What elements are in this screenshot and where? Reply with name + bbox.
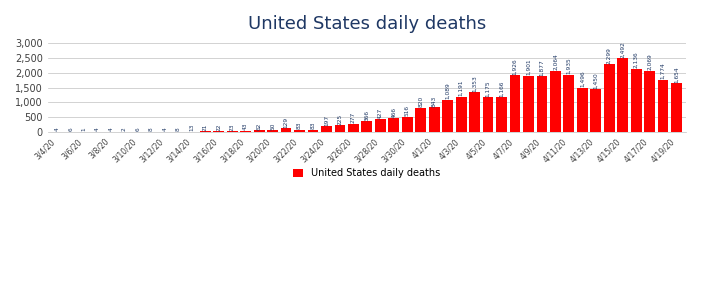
Text: 83: 83 [297, 122, 302, 129]
Bar [456, 97, 466, 132]
Text: 8: 8 [176, 128, 181, 131]
Bar [388, 118, 399, 132]
Text: 83: 83 [311, 122, 315, 129]
Text: 1,450: 1,450 [593, 72, 598, 89]
Bar [442, 100, 453, 132]
Text: 50: 50 [270, 122, 275, 130]
Bar [536, 76, 547, 132]
Bar [671, 83, 682, 132]
Bar [375, 119, 386, 132]
Text: 225: 225 [337, 113, 342, 125]
Text: 1,166: 1,166 [499, 81, 504, 97]
Text: 197: 197 [324, 115, 329, 126]
Bar [631, 69, 641, 132]
Text: 1,175: 1,175 [486, 80, 491, 97]
Text: 1,901: 1,901 [526, 59, 531, 75]
Text: 1: 1 [81, 128, 87, 132]
Bar [227, 131, 238, 132]
Text: 2,069: 2,069 [647, 54, 652, 70]
Bar [590, 89, 601, 132]
Text: 21: 21 [203, 124, 207, 131]
Text: 129: 129 [284, 117, 289, 128]
Bar [523, 76, 534, 132]
Text: 22: 22 [216, 123, 222, 131]
Text: 4: 4 [95, 128, 100, 131]
Text: 13: 13 [189, 124, 194, 131]
Text: 1,089: 1,089 [445, 83, 450, 99]
Text: 2,299: 2,299 [607, 47, 612, 64]
Bar [280, 128, 292, 132]
Bar [362, 121, 372, 132]
Text: 6: 6 [68, 128, 73, 131]
Text: 2,064: 2,064 [553, 54, 558, 71]
Bar [254, 130, 264, 132]
Text: 366: 366 [365, 110, 369, 121]
Text: 1,191: 1,191 [458, 80, 463, 96]
Text: 8: 8 [149, 128, 154, 131]
Bar [294, 130, 305, 132]
Bar [308, 130, 318, 132]
Title: United States daily deaths: United States daily deaths [247, 15, 486, 33]
Text: 277: 277 [351, 112, 356, 123]
Bar [240, 131, 251, 132]
Text: 1,926: 1,926 [512, 58, 517, 75]
Bar [402, 117, 413, 132]
Bar [604, 64, 615, 132]
Legend: United States daily deaths: United States daily deaths [290, 164, 444, 182]
Text: 1,496: 1,496 [580, 71, 585, 87]
Bar [200, 131, 211, 132]
Text: 427: 427 [378, 108, 383, 119]
Text: 1,654: 1,654 [674, 66, 679, 83]
Bar [550, 71, 561, 132]
Text: 820: 820 [418, 96, 423, 107]
Bar [469, 92, 480, 132]
Text: 1,353: 1,353 [472, 75, 477, 92]
Bar [334, 125, 346, 132]
Bar [658, 79, 669, 132]
Bar [564, 75, 574, 132]
Text: 1,774: 1,774 [660, 62, 666, 79]
Text: 1,877: 1,877 [539, 59, 545, 76]
Bar [483, 97, 494, 132]
Bar [618, 58, 628, 132]
Bar [416, 108, 426, 132]
Text: 62: 62 [257, 122, 261, 130]
Bar [510, 75, 520, 132]
Text: 2,136: 2,136 [634, 52, 639, 68]
Bar [429, 107, 440, 132]
Text: 4: 4 [163, 128, 168, 131]
Text: 43: 43 [243, 123, 248, 130]
Bar [496, 97, 507, 132]
Text: 4: 4 [109, 128, 114, 131]
Text: 4: 4 [55, 128, 60, 131]
Bar [644, 71, 655, 132]
Bar [213, 131, 224, 132]
Text: 1,935: 1,935 [566, 58, 571, 74]
Bar [267, 130, 278, 132]
Text: 2: 2 [122, 128, 127, 131]
Text: 843: 843 [432, 95, 437, 107]
Text: 466: 466 [391, 107, 396, 118]
Bar [348, 124, 359, 132]
Bar [577, 88, 587, 132]
Text: 516: 516 [404, 105, 410, 116]
Text: 6: 6 [135, 128, 140, 131]
Text: 23: 23 [230, 123, 235, 131]
Text: 2,492: 2,492 [620, 41, 625, 58]
Bar [321, 126, 332, 132]
